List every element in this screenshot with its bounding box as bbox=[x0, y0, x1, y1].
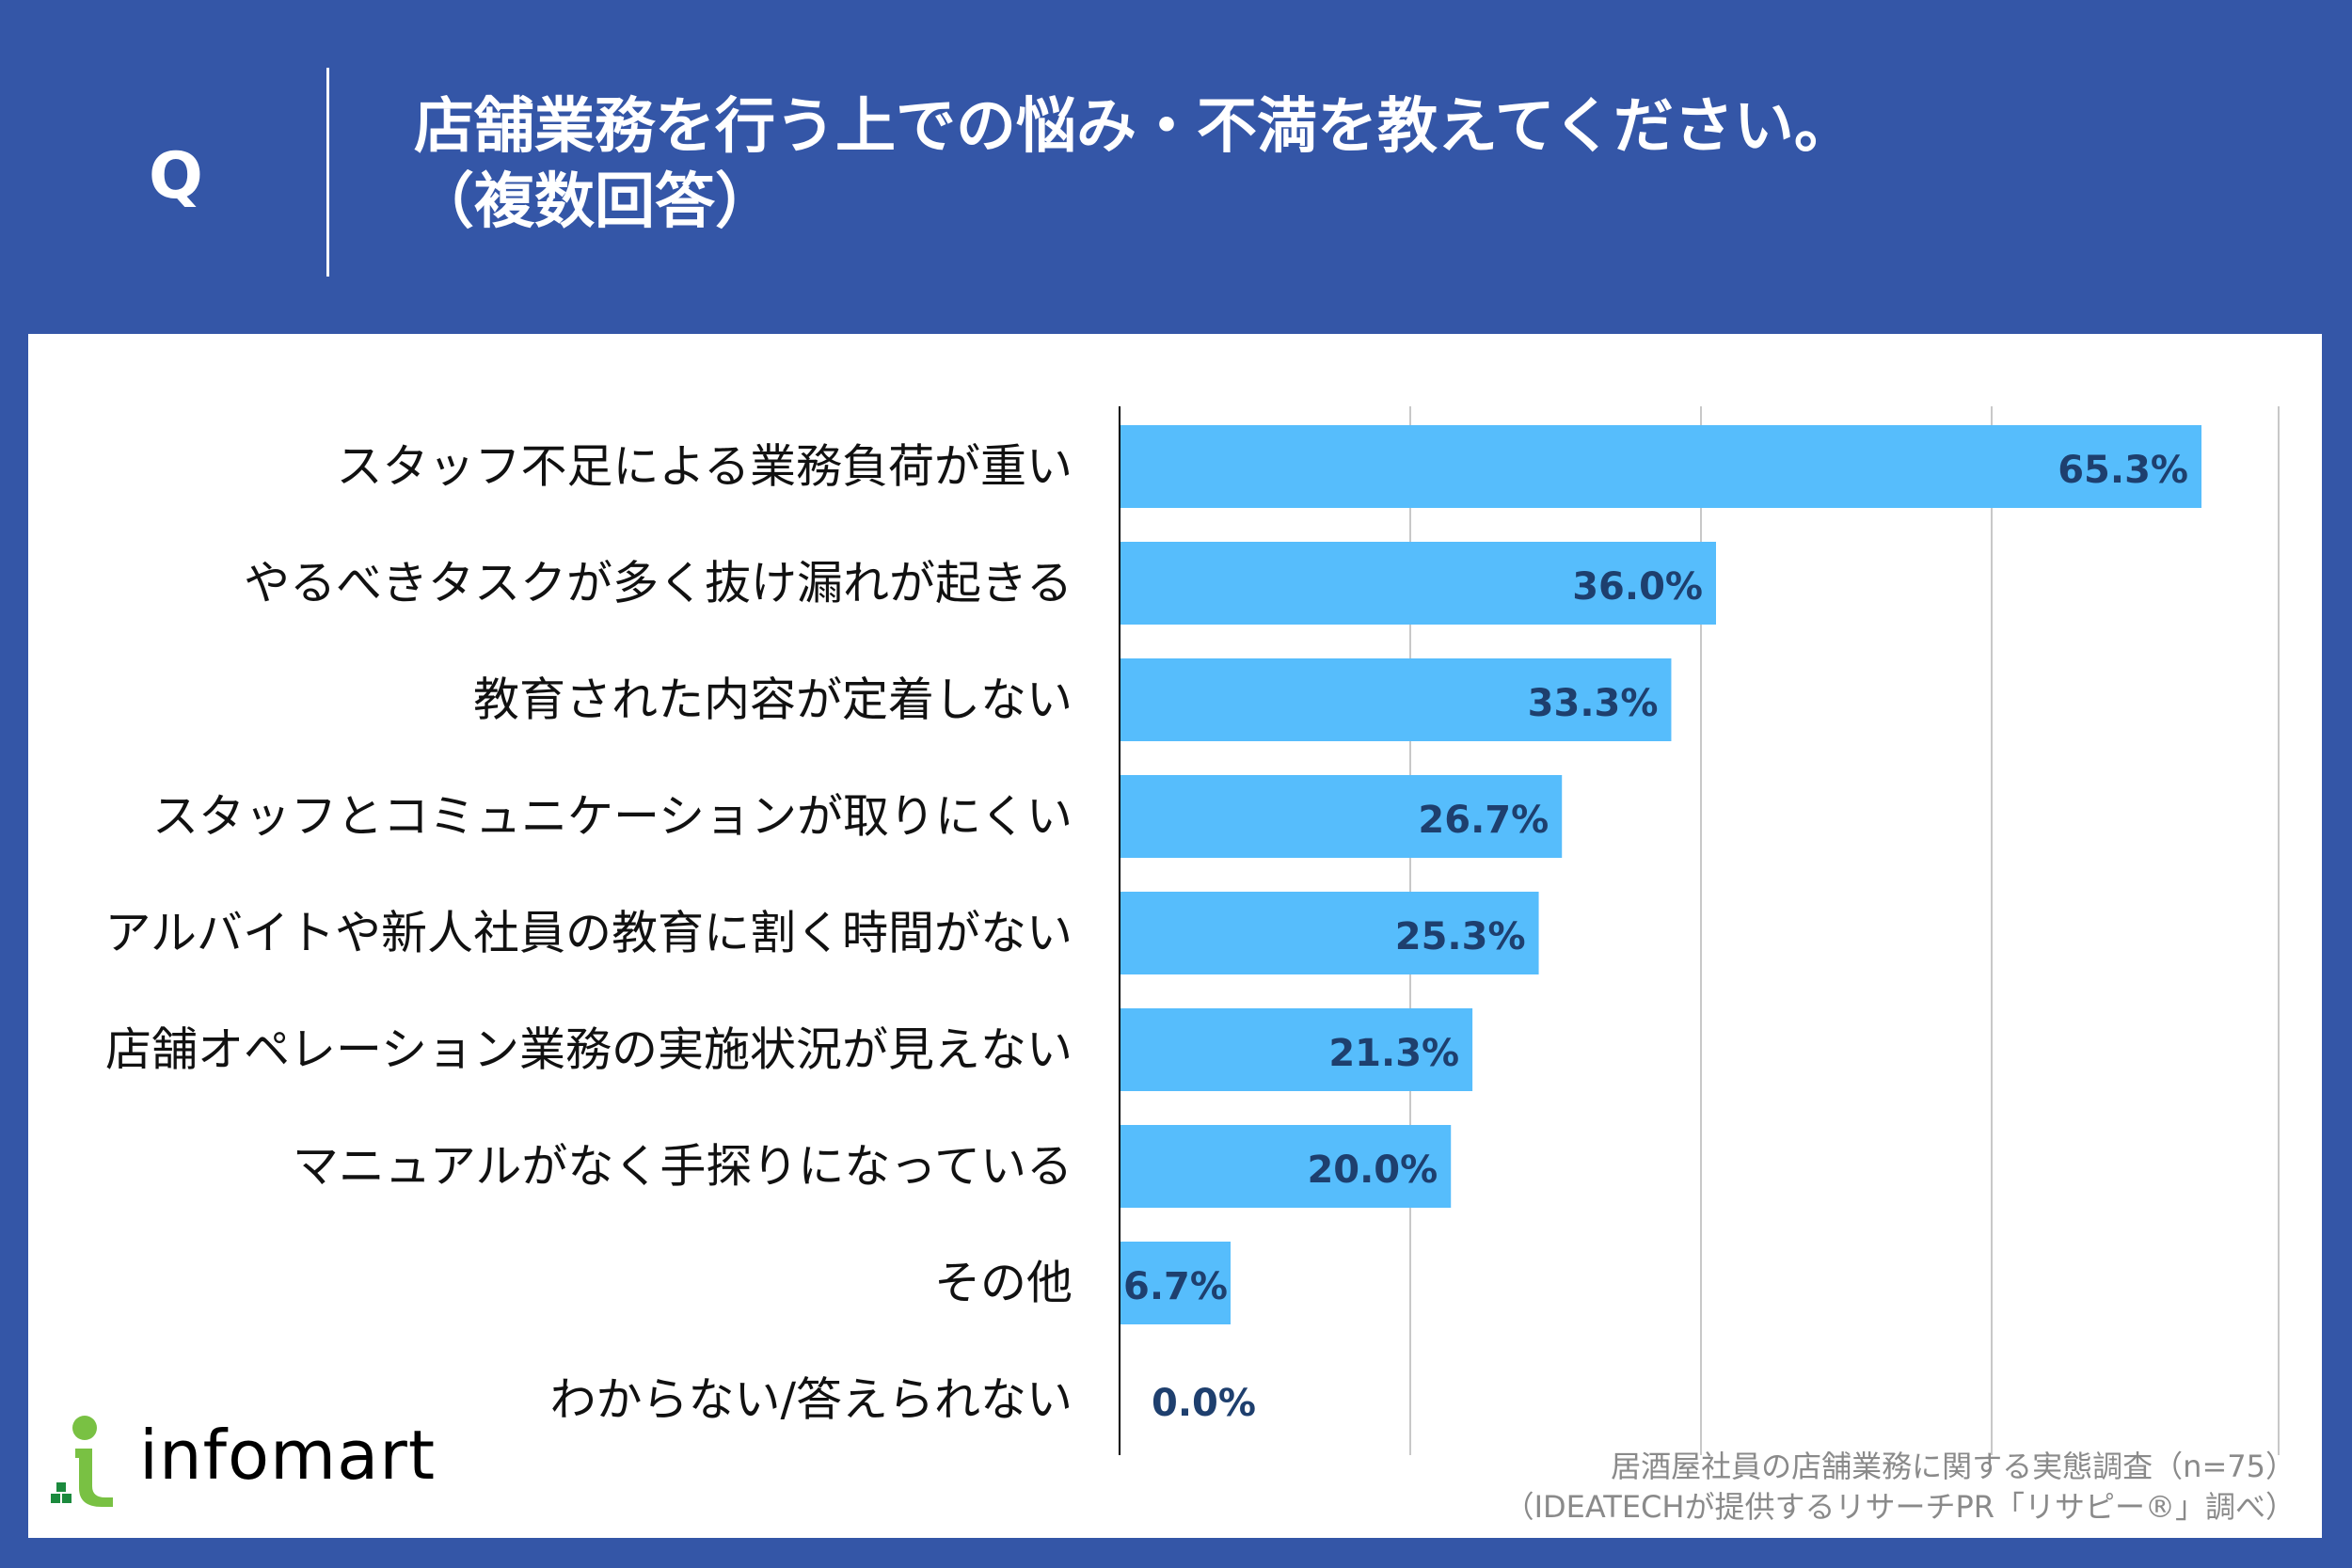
value-label: 65.3% bbox=[2058, 449, 2188, 492]
question-title: 店舗業務を行う上での悩み・不満を教えてください。 （複数回答） bbox=[414, 89, 2296, 240]
category-label: スタッフ不足による業務負荷が重い bbox=[336, 440, 1073, 494]
category-label: やるべきタスクが多く抜け漏れが起きる bbox=[244, 557, 1073, 610]
header-divider bbox=[326, 68, 329, 277]
category-label: 店舗オペレーション業務の実施状況が見えない bbox=[105, 1023, 1073, 1077]
category-label: わからない/答えられない bbox=[549, 1373, 1073, 1427]
value-label: 25.3% bbox=[1395, 915, 1526, 958]
source-line2: （IDEATECHが提供するリサーチPR「リサピー®」調べ） bbox=[1503, 1489, 2296, 1526]
source-line1: 居酒屋社員の店舗業務に関する実態調査（n=75） bbox=[1611, 1449, 2296, 1484]
question-mark: Q bbox=[149, 139, 203, 214]
question-title-line2: （複数回答） bbox=[414, 167, 775, 237]
brand-name: infomart bbox=[139, 1416, 437, 1495]
value-label: 21.3% bbox=[1328, 1032, 1459, 1075]
category-label: マニュアルがなく手探りになっている bbox=[293, 1140, 1073, 1194]
value-label: 6.7% bbox=[1123, 1265, 1228, 1308]
category-label: アルバイトや新人社員の教育に割く時間がない bbox=[104, 907, 1073, 960]
bar bbox=[1120, 892, 1539, 974]
header: Q 店舗業務を行う上での悩み・不満を教えてください。 （複数回答） bbox=[0, 0, 2352, 334]
infomart-logo-icon bbox=[51, 1416, 113, 1507]
bar bbox=[1120, 425, 2201, 508]
bar bbox=[1120, 775, 1563, 858]
bar bbox=[1120, 1008, 1473, 1091]
category-label: スタッフとコミュニケーションが取りにくい bbox=[152, 790, 1073, 844]
value-label: 33.3% bbox=[1528, 682, 1659, 725]
category-label: 教育された内容が定着しない bbox=[473, 673, 1073, 727]
category-label: その他 bbox=[934, 1257, 1073, 1310]
value-labels: 65.3% 36.0% 33.3% 26.7% 25.3% 21.3% 20.0% 6.7% 0… bbox=[1123, 449, 2188, 1425]
bar bbox=[1120, 658, 1672, 741]
value-label: 0.0% bbox=[1152, 1382, 1256, 1425]
bar bbox=[1120, 542, 1716, 625]
bar bbox=[1120, 1125, 1452, 1208]
source-note: 居酒屋社員の店舗業務に関する実態調査（n=75） （IDEATECHが提供するリ… bbox=[1504, 1447, 2296, 1528]
category-labels: スタッフ不足による業務負荷が重いやるべきタスクが多く抜け漏れが起きる教育された内… bbox=[104, 440, 1073, 1427]
question-title-line1: 店舗業務を行う上での悩み・不満を教えてください。 bbox=[414, 92, 1854, 162]
bars bbox=[1120, 425, 2201, 1324]
value-label: 20.0% bbox=[1307, 1148, 1438, 1192]
bar bbox=[1120, 1242, 1231, 1324]
value-label: 26.7% bbox=[1418, 799, 1549, 842]
value-label: 36.0% bbox=[1572, 565, 1703, 609]
